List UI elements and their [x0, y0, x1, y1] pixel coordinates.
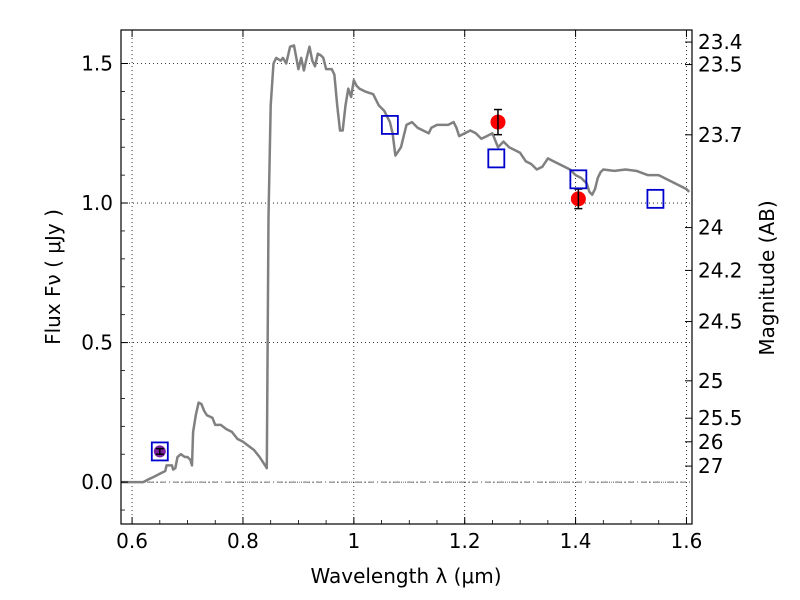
- y-tick-label: 1.5: [81, 51, 113, 75]
- model-photometry-series: [150, 114, 665, 462]
- x-tick-label: 1.6: [671, 529, 703, 553]
- grid-lines: [121, 30, 692, 524]
- x-tick-label: 0.8: [227, 529, 259, 553]
- model-spectrum-series: [121, 44, 691, 484]
- y-axis-label: Flux Fν ( μJy ): [41, 209, 65, 345]
- y2-tick-label: 23.7: [698, 123, 743, 147]
- model-photometry-point: [569, 169, 588, 190]
- y2-tick-label: 25.5: [698, 406, 743, 430]
- y-axis-ticks: 0.0 0.5 1.0 1.5: [81, 51, 128, 511]
- model-photometry-point: [646, 188, 665, 209]
- x-tick-label: 1.4: [560, 529, 592, 553]
- y2-tick-label: 24.2: [698, 258, 743, 282]
- y2-axis-label: Magnitude (AB): [755, 200, 779, 355]
- x-axis-ticks: 0.6 0.8 1 1.2 1.4 1.6: [116, 30, 702, 553]
- x-axis-label: Wavelength λ (μm): [310, 564, 501, 588]
- y2-tick-label: 23.4: [698, 30, 743, 54]
- spectrum-line: [121, 44, 691, 484]
- y-tick-label: 0.0: [81, 470, 113, 494]
- y-tick-label: 0.5: [81, 331, 113, 355]
- y2-tick-label: 24.5: [698, 310, 743, 334]
- x-tick-label: 1.2: [449, 529, 481, 553]
- model-photometry-point: [487, 148, 506, 169]
- y2-tick-label: 23.5: [698, 53, 743, 77]
- y2-tick-label: 27: [698, 454, 723, 478]
- y2-tick-label: 25: [698, 369, 723, 393]
- y2-tick-label: 24: [698, 216, 723, 240]
- model-photometry-point: [380, 114, 399, 135]
- y-tick-label: 1.0: [81, 191, 113, 215]
- model-photometry-point: [150, 441, 169, 462]
- observed-points-series: [153, 108, 586, 458]
- plot-frame: [120, 29, 693, 525]
- x-tick-label: 1: [347, 529, 360, 553]
- y2-tick-label: 26: [698, 430, 723, 454]
- x-tick-label: 0.6: [116, 529, 148, 553]
